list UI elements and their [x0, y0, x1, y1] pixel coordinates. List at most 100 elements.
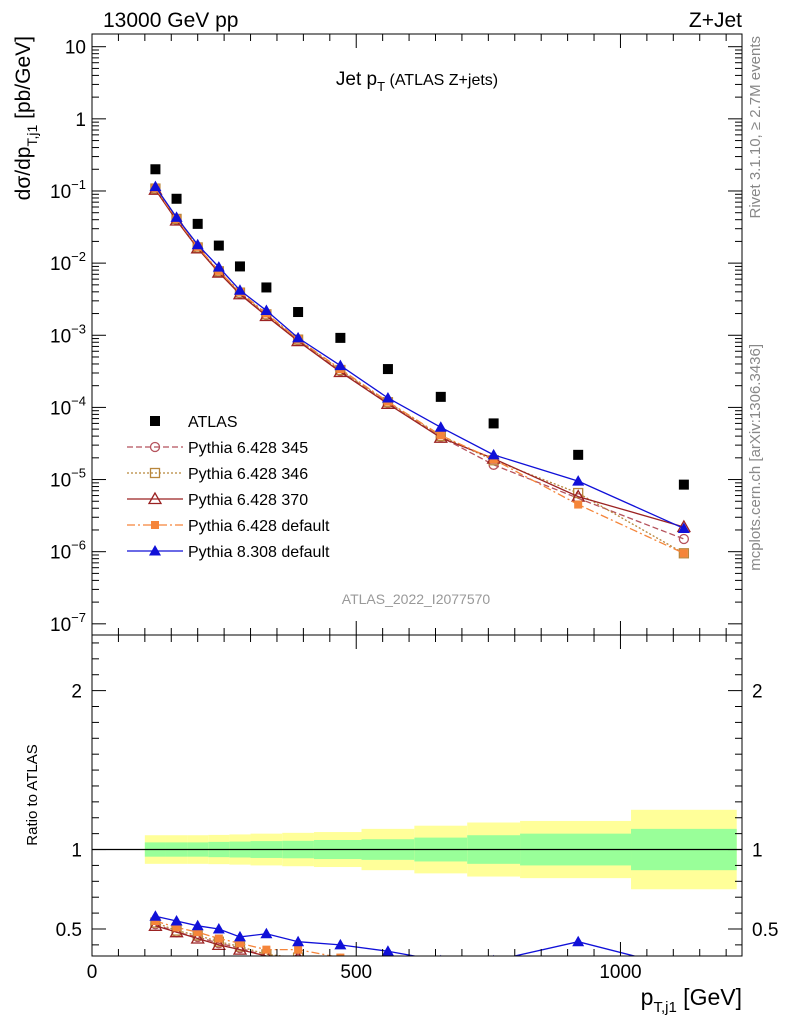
legend-marker	[149, 545, 161, 556]
data-point	[149, 180, 162, 192]
ratio-point	[235, 939, 244, 948]
data-point	[573, 449, 584, 460]
ratio-point	[488, 958, 500, 969]
ratio-panel: 0 500 1000 0.5 0.5 1 1 2 2 Ratio to ATLAS	[24, 634, 778, 983]
legend-marker	[147, 491, 163, 505]
rivet-label: Rivet 3.1.10, ≥ 2.7M events	[747, 36, 764, 219]
data-point	[489, 455, 498, 464]
legend-label: Pythia 6.428 345	[188, 440, 308, 457]
ratio-point	[678, 961, 690, 972]
ratio-series-pythia-6-428-default	[151, 917, 582, 981]
series-line	[154, 188, 685, 540]
main-title: Jet pT (ATLAS Z+jets)	[336, 69, 498, 94]
header-left: 13000 GeV pp	[103, 9, 238, 32]
ratio-point	[193, 928, 202, 937]
ratio-point	[191, 919, 204, 931]
data-point	[335, 332, 346, 343]
y-tick-label: 10−3	[50, 321, 86, 347]
ratio-point	[212, 922, 225, 934]
ratio-point	[262, 945, 271, 954]
ratio-point	[334, 938, 347, 950]
ratio-point	[381, 945, 394, 956]
data-point	[436, 431, 445, 440]
ratio-point	[383, 958, 392, 967]
ratio-point	[574, 964, 583, 973]
data-point	[150, 164, 161, 175]
ratio-point	[679, 972, 688, 981]
series-pythia-6-428-345	[150, 184, 690, 545]
ratio-y-tick-label: 2	[71, 682, 82, 703]
ratio-point	[489, 961, 498, 970]
ratio-point	[574, 963, 583, 972]
y-tick-label: 10−2	[50, 249, 86, 275]
data-point	[381, 392, 394, 403]
ratio-line	[155, 925, 280, 956]
legend-marker	[151, 521, 159, 529]
ratio-point	[383, 959, 392, 968]
y-tick-label: 1	[75, 110, 86, 131]
data-point	[334, 359, 347, 371]
y-tick-label: 10−1	[50, 177, 86, 203]
data-point	[574, 500, 583, 509]
ratio-y-tick-label: 0.5	[56, 920, 82, 941]
ratio-point	[572, 960, 584, 971]
data-point	[678, 548, 690, 559]
y-tick-label: 10−7	[50, 610, 86, 636]
x-axis-label: pT,j1 [GeV]	[641, 984, 742, 1016]
data-point	[292, 331, 305, 343]
ratio-point	[148, 918, 163, 931]
legend-item: ATLAS	[150, 414, 238, 431]
data-point	[233, 284, 246, 295]
ratio-series-pythia-6-428-370	[148, 918, 690, 972]
data-point	[434, 421, 447, 432]
y-tick-label: 10−6	[50, 538, 86, 564]
ratio-y-tick-label-right: 0.5	[752, 920, 778, 941]
ratio-point	[170, 915, 183, 926]
series-atlas	[150, 164, 689, 490]
data-point	[677, 522, 690, 533]
ratio-point	[574, 973, 582, 981]
ratio-y-tick-label-right: 2	[752, 682, 763, 703]
legend-label: Pythia 6.428 370	[188, 492, 308, 509]
data-point	[435, 391, 446, 402]
ratio-point	[294, 945, 303, 954]
data-point	[212, 261, 225, 272]
data-point	[487, 448, 500, 460]
ratio-point	[149, 910, 162, 921]
main-y-axis-label: dσ/dpT,j1 [pb/GeV]	[12, 36, 40, 200]
main-panel: 10−7 10−6 10−5 10−4 10−3 10−2 10−1 1 10 Jet pT (…	[12, 33, 743, 636]
legend-label: Pythia 8.308 default	[188, 544, 330, 561]
ratio-point	[232, 942, 248, 955]
data-point	[572, 475, 585, 486]
legend-label: ATLAS	[188, 414, 238, 431]
ratio-point	[435, 958, 447, 969]
legend-item: Pythia 6.428 370	[127, 491, 308, 509]
ratio-point	[294, 954, 303, 956]
legend-marker	[149, 441, 161, 453]
ratio-point	[292, 935, 305, 947]
ratio-y-tick-label-right: 1	[752, 841, 763, 862]
x-tick-label: 0	[87, 962, 98, 983]
data-point	[573, 487, 584, 499]
header-right: Z+Jet	[689, 9, 742, 32]
ratio-point	[233, 930, 246, 942]
data-point	[488, 418, 499, 429]
legend-label: Pythia 6.428 346	[188, 466, 308, 483]
ratio-y-axis-label: Ratio to ATLAS	[24, 744, 41, 845]
legend-item: Pythia 6.428 345	[127, 440, 308, 457]
ratio-frame	[91, 634, 743, 957]
data-point	[678, 479, 689, 490]
ratio-point	[489, 963, 498, 972]
ratio-point	[211, 937, 226, 951]
y-tick-label: 10	[65, 38, 86, 59]
ratio-point	[436, 961, 445, 970]
ratio-point	[151, 917, 160, 926]
y-tick-label: 10−5	[50, 466, 86, 492]
data-point	[192, 218, 203, 229]
ratio-point	[336, 953, 345, 956]
ratio-point	[172, 923, 181, 932]
ratio-series-pythia-8-308-default	[149, 910, 637, 956]
data-point	[679, 549, 688, 558]
data-point	[191, 238, 204, 250]
